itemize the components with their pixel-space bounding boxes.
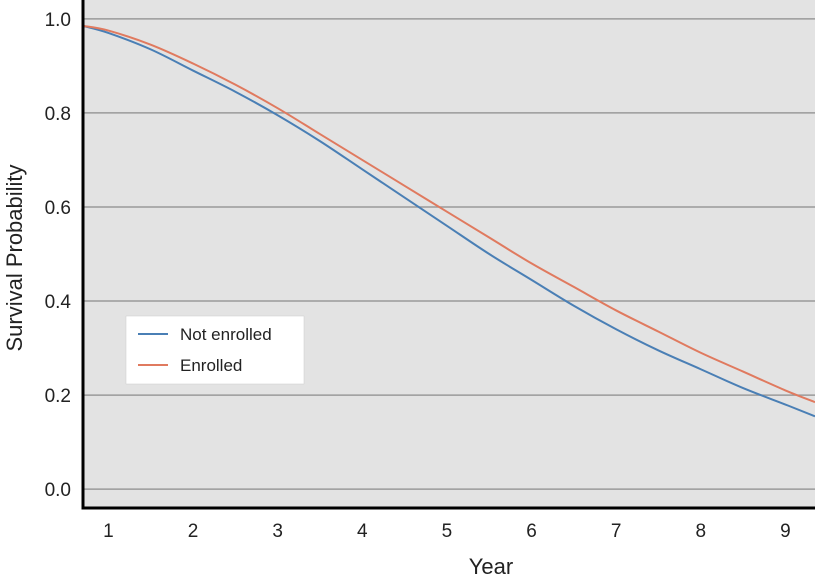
y-tick-label: 1.0 bbox=[45, 10, 71, 31]
legend-box bbox=[125, 315, 305, 385]
legend-label-not-enrolled: Not enrolled bbox=[180, 325, 272, 344]
y-tick-label: 0.0 bbox=[45, 480, 71, 501]
legend-label-enrolled: Enrolled bbox=[180, 356, 242, 375]
x-axis-title: Year bbox=[469, 554, 513, 579]
series-line-not-enrolled bbox=[82, 24, 815, 418]
y-tick-label: 0.8 bbox=[45, 104, 71, 125]
y-tick-label: 0.6 bbox=[45, 198, 71, 219]
y-axis-title: Survival Probability bbox=[2, 164, 27, 351]
gridlines bbox=[83, 18, 815, 490]
y-tick-labels: 0.0 0.2 0.4 0.6 0.8 1.0 bbox=[45, 10, 72, 501]
plot-background bbox=[83, 0, 815, 508]
x-tick-label: 6 bbox=[526, 521, 537, 542]
x-tick-label: 5 bbox=[442, 521, 453, 542]
series-lines bbox=[82, 24, 815, 418]
x-tick-label: 8 bbox=[695, 521, 706, 542]
x-tick-label: 2 bbox=[188, 521, 199, 542]
legend: Not enrolled Enrolled bbox=[125, 315, 305, 385]
y-tick-label: 0.2 bbox=[45, 386, 71, 407]
x-tick-label: 4 bbox=[357, 521, 368, 542]
series-line-enrolled bbox=[82, 24, 815, 404]
x-tick-labels: 1 2 3 4 5 6 7 8 9 bbox=[103, 521, 791, 542]
x-tick-label: 1 bbox=[103, 521, 114, 542]
y-tick-label: 0.4 bbox=[45, 292, 72, 313]
x-tick-label: 7 bbox=[611, 521, 622, 542]
x-tick-label: 3 bbox=[272, 521, 283, 542]
x-tick-label: 9 bbox=[780, 521, 791, 542]
